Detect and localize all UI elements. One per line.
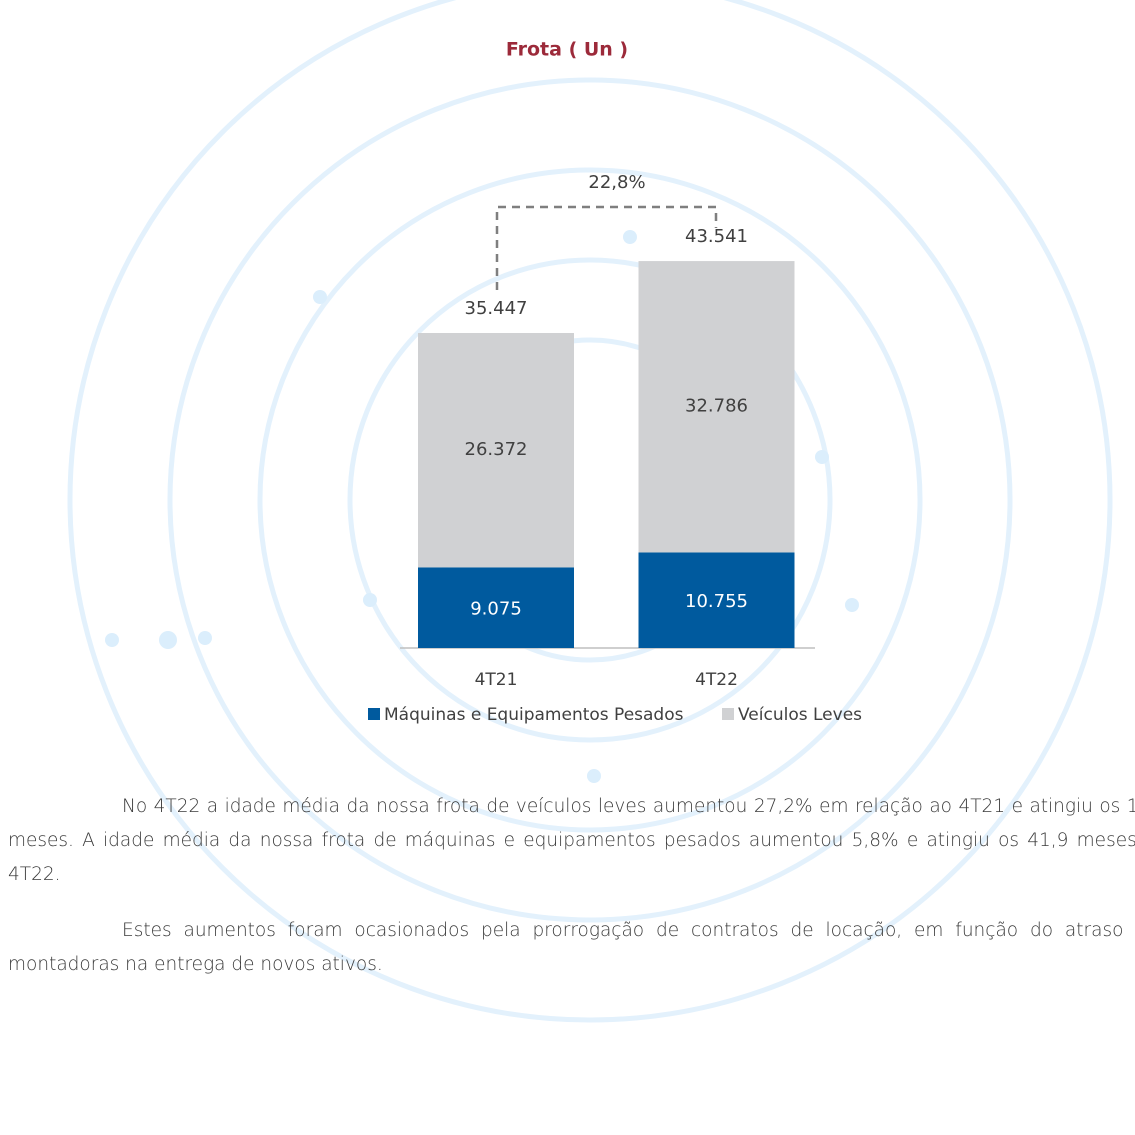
bar-segment — [638, 261, 795, 553]
value-label: 32.786 — [685, 396, 748, 417]
background-dots — [105, 230, 859, 783]
paragraph: Estes aumentos foram ocasionados pela pr… — [8, 920, 1135, 975]
paragraph: No 4T22 a idade média da nossa frota de … — [8, 796, 1135, 885]
bar-segment — [418, 567, 574, 648]
value-label: 10.755 — [685, 591, 748, 612]
x-tick-label: 4T22 — [695, 670, 738, 690]
total-label: 43.541 — [685, 226, 748, 247]
value-label: 26.372 — [465, 439, 528, 460]
value-label: 9.075 — [470, 599, 522, 620]
legend-label: Máquinas e Equipamentos Pesados — [384, 705, 684, 725]
x-tick-label: 4T21 — [475, 670, 518, 690]
growth-annotation: 22,8% — [588, 172, 645, 193]
bar-segment — [638, 552, 795, 648]
growth-bracket — [495, 205, 718, 290]
chart-title: Frota ( Un ) — [506, 39, 628, 61]
text-body: No 4T22 a idade média da nossa frota de … — [8, 790, 1135, 1004]
legend-swatch — [722, 708, 734, 720]
legend-swatch — [368, 708, 380, 720]
total-label: 35.447 — [465, 298, 528, 319]
bar-segment — [418, 333, 574, 568]
legend-label: Veículos Leves — [738, 705, 862, 725]
